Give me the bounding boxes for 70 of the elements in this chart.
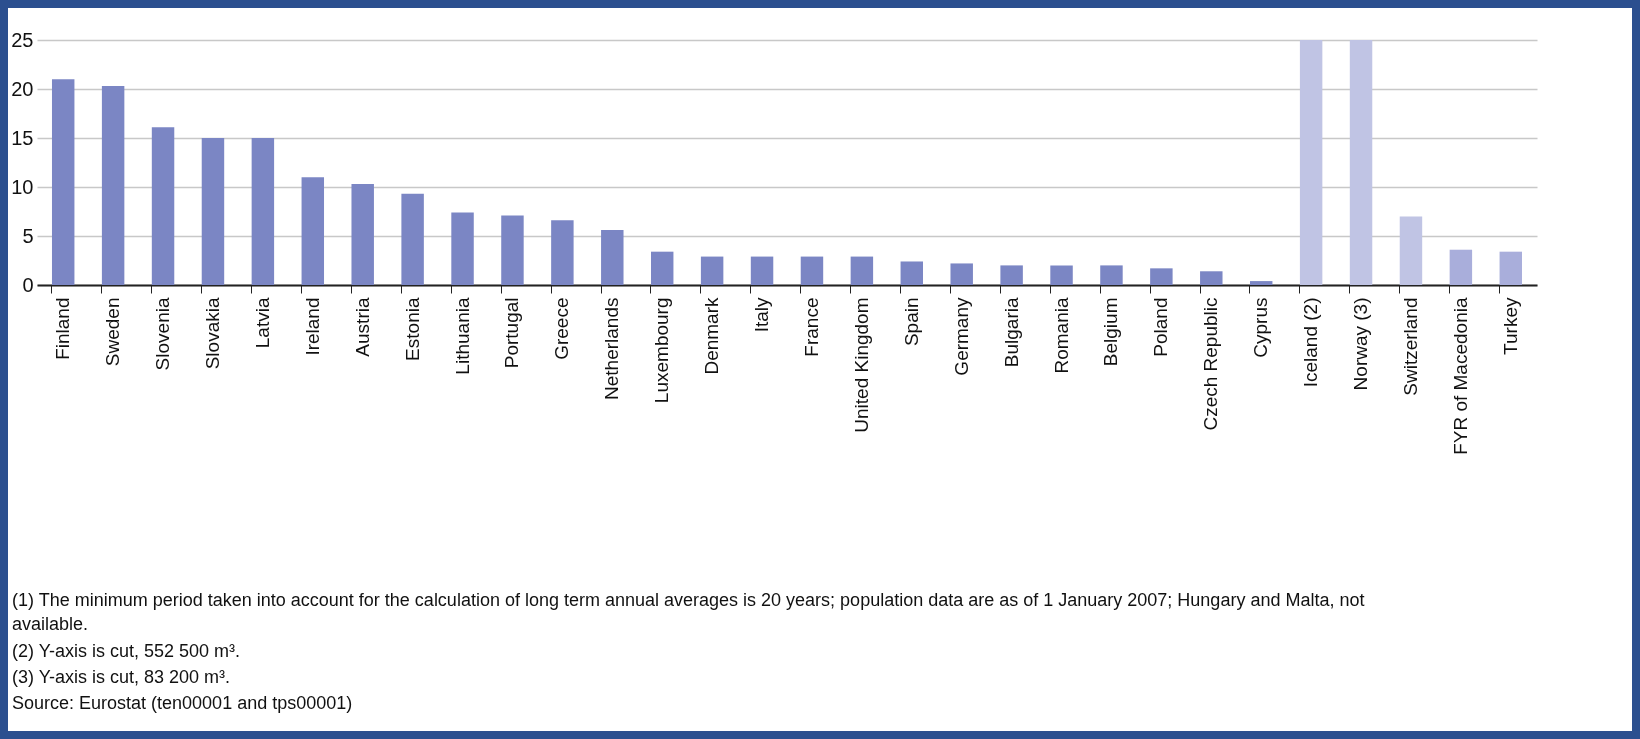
bar	[251, 138, 275, 285]
y-tick-label: 10	[11, 175, 34, 198]
x-tick-label: Lithuania	[451, 297, 473, 375]
bar	[1349, 40, 1373, 285]
bar	[351, 184, 374, 285]
x-tick-label: Austria	[351, 297, 373, 357]
bar	[700, 256, 724, 285]
bar	[1499, 251, 1523, 285]
source-note: Source: Eurostat (ten00001 and tps00001)	[12, 692, 354, 716]
x-tick-label: Switzerland	[1399, 297, 1421, 396]
x-tick-label: Greece	[551, 297, 573, 360]
x-tick-label: Slovenia	[152, 297, 174, 371]
x-tick-label: Latvia	[251, 297, 273, 349]
bar	[401, 193, 424, 285]
bar	[1200, 271, 1223, 285]
bar	[301, 177, 325, 285]
x-tick-label: Bulgaria	[1000, 297, 1022, 368]
bar	[1050, 265, 1073, 285]
bar	[151, 127, 175, 285]
bar	[950, 263, 973, 285]
bar	[451, 212, 474, 285]
x-tick-label: Estonia	[401, 297, 423, 361]
x-tick-label: Sweden	[102, 297, 124, 367]
x-tick-label: Portugal	[501, 297, 523, 369]
y-tick-label: 5	[22, 224, 34, 247]
y-tick-label: 15	[11, 126, 34, 149]
y-tick-label: 25	[11, 28, 34, 51]
bar	[201, 138, 225, 285]
x-tick-label: FYR of Macedonia	[1449, 297, 1471, 455]
bar	[1249, 281, 1273, 285]
bar	[101, 86, 125, 285]
x-tick-label: Cyprus	[1250, 297, 1272, 358]
x-tick-label: Poland	[1150, 297, 1172, 357]
text: (2) Y-axis is cut, 552 500 m³.	[12, 639, 242, 663]
x-tick-label: Italy	[751, 297, 773, 333]
x-tick-label: Ireland	[301, 297, 323, 356]
bar	[650, 251, 674, 285]
x-tick-label: Belgium	[1100, 297, 1122, 367]
x-tick-label: United Kingdom	[850, 297, 872, 433]
x-tick-label: Spain	[900, 297, 922, 347]
text: (3) Y-axis is cut, 83 200 m³.	[12, 665, 232, 689]
bar	[750, 256, 774, 285]
bar	[1000, 265, 1023, 285]
text: (1) The minimum period taken into account for the calculation of long term annual averages is 20 years; population data are as of 1 January 2007; Hungary and Malta, not available.	[12, 589, 1366, 637]
y-tick-label: 0	[22, 273, 34, 296]
y-tick-label: 20	[11, 77, 34, 100]
bar	[551, 220, 574, 285]
bar	[1100, 265, 1123, 285]
x-tick-label: Romania	[1050, 297, 1072, 374]
bar	[601, 230, 624, 285]
bar	[51, 79, 75, 285]
bar	[1150, 268, 1173, 285]
x-tick-label: Slovakia	[201, 297, 223, 370]
bar	[900, 261, 924, 285]
x-tick-label: France	[800, 297, 822, 357]
bar	[800, 256, 824, 285]
bar	[501, 215, 524, 285]
x-tick-label: Denmark	[701, 297, 723, 375]
bar	[850, 256, 874, 285]
x-tick-label: Germany	[950, 297, 972, 376]
x-tick-label: Norway (3)	[1350, 297, 1372, 391]
x-tick-label: Turkey	[1499, 297, 1521, 355]
x-tick-label: Finland	[52, 297, 74, 360]
x-tick-label: Luxembourg	[651, 297, 673, 404]
x-tick-label: Iceland (2)	[1300, 297, 1322, 388]
x-tick-label: Netherlands	[601, 297, 623, 400]
bar	[1299, 40, 1323, 285]
bar	[1399, 216, 1423, 285]
bar	[1449, 249, 1473, 285]
x-tick-label: Czech Republic	[1200, 297, 1222, 431]
